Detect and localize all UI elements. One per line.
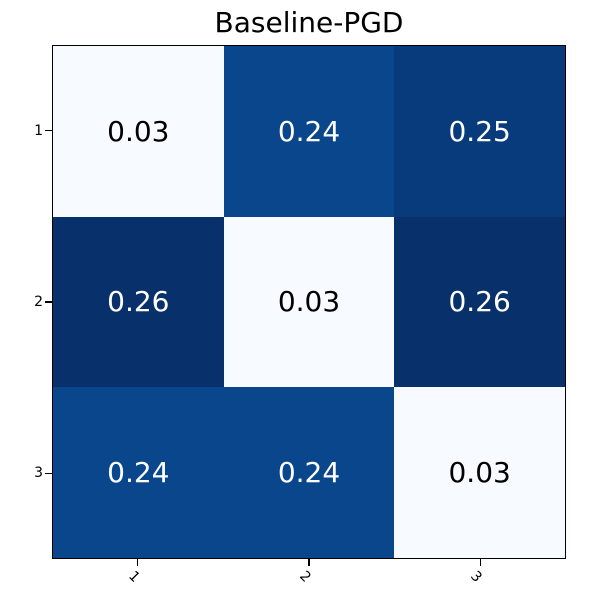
y-tick-label-3: 3	[34, 465, 43, 482]
y-tick-label-2: 2	[34, 294, 43, 310]
x-tick-mark	[479, 559, 482, 566]
x-tick-label-2: 2	[296, 568, 314, 586]
y-tick-mark	[45, 472, 52, 475]
x-tick-mark	[308, 559, 310, 566]
x-tick-label-3: 3	[467, 568, 486, 586]
heatmap-plot: 0.03 0.24 0.25 0.26 0.03 0.26 0.24 0.24 0.03	[52, 45, 566, 559]
y-tick-mark	[45, 129, 52, 132]
x-tick-label-1: 1	[124, 568, 143, 586]
heatmap-cell-r3-c1: 0.24	[53, 387, 224, 558]
heatmap-cell-r3-c3: 0.03	[394, 387, 565, 558]
x-tick-mark	[136, 559, 139, 566]
heatmap-cell-r1-c2: 0.24	[223, 46, 395, 217]
chart-title: Baseline-PGD	[214, 6, 404, 39]
y-tick-label-1: 1	[34, 122, 43, 139]
heatmap-cell-r2-c3: 0.26	[394, 216, 565, 388]
heatmap-cell-r3-c2: 0.24	[223, 387, 395, 558]
heatmap-cell-r2-c2: 0.03	[223, 216, 395, 388]
y-tick-mark	[45, 301, 52, 303]
heatmap-cell-r1-c3: 0.25	[394, 46, 565, 217]
heatmap-cell-r1-c1: 0.03	[53, 46, 224, 217]
heatmap-cell-r2-c1: 0.26	[53, 216, 224, 388]
